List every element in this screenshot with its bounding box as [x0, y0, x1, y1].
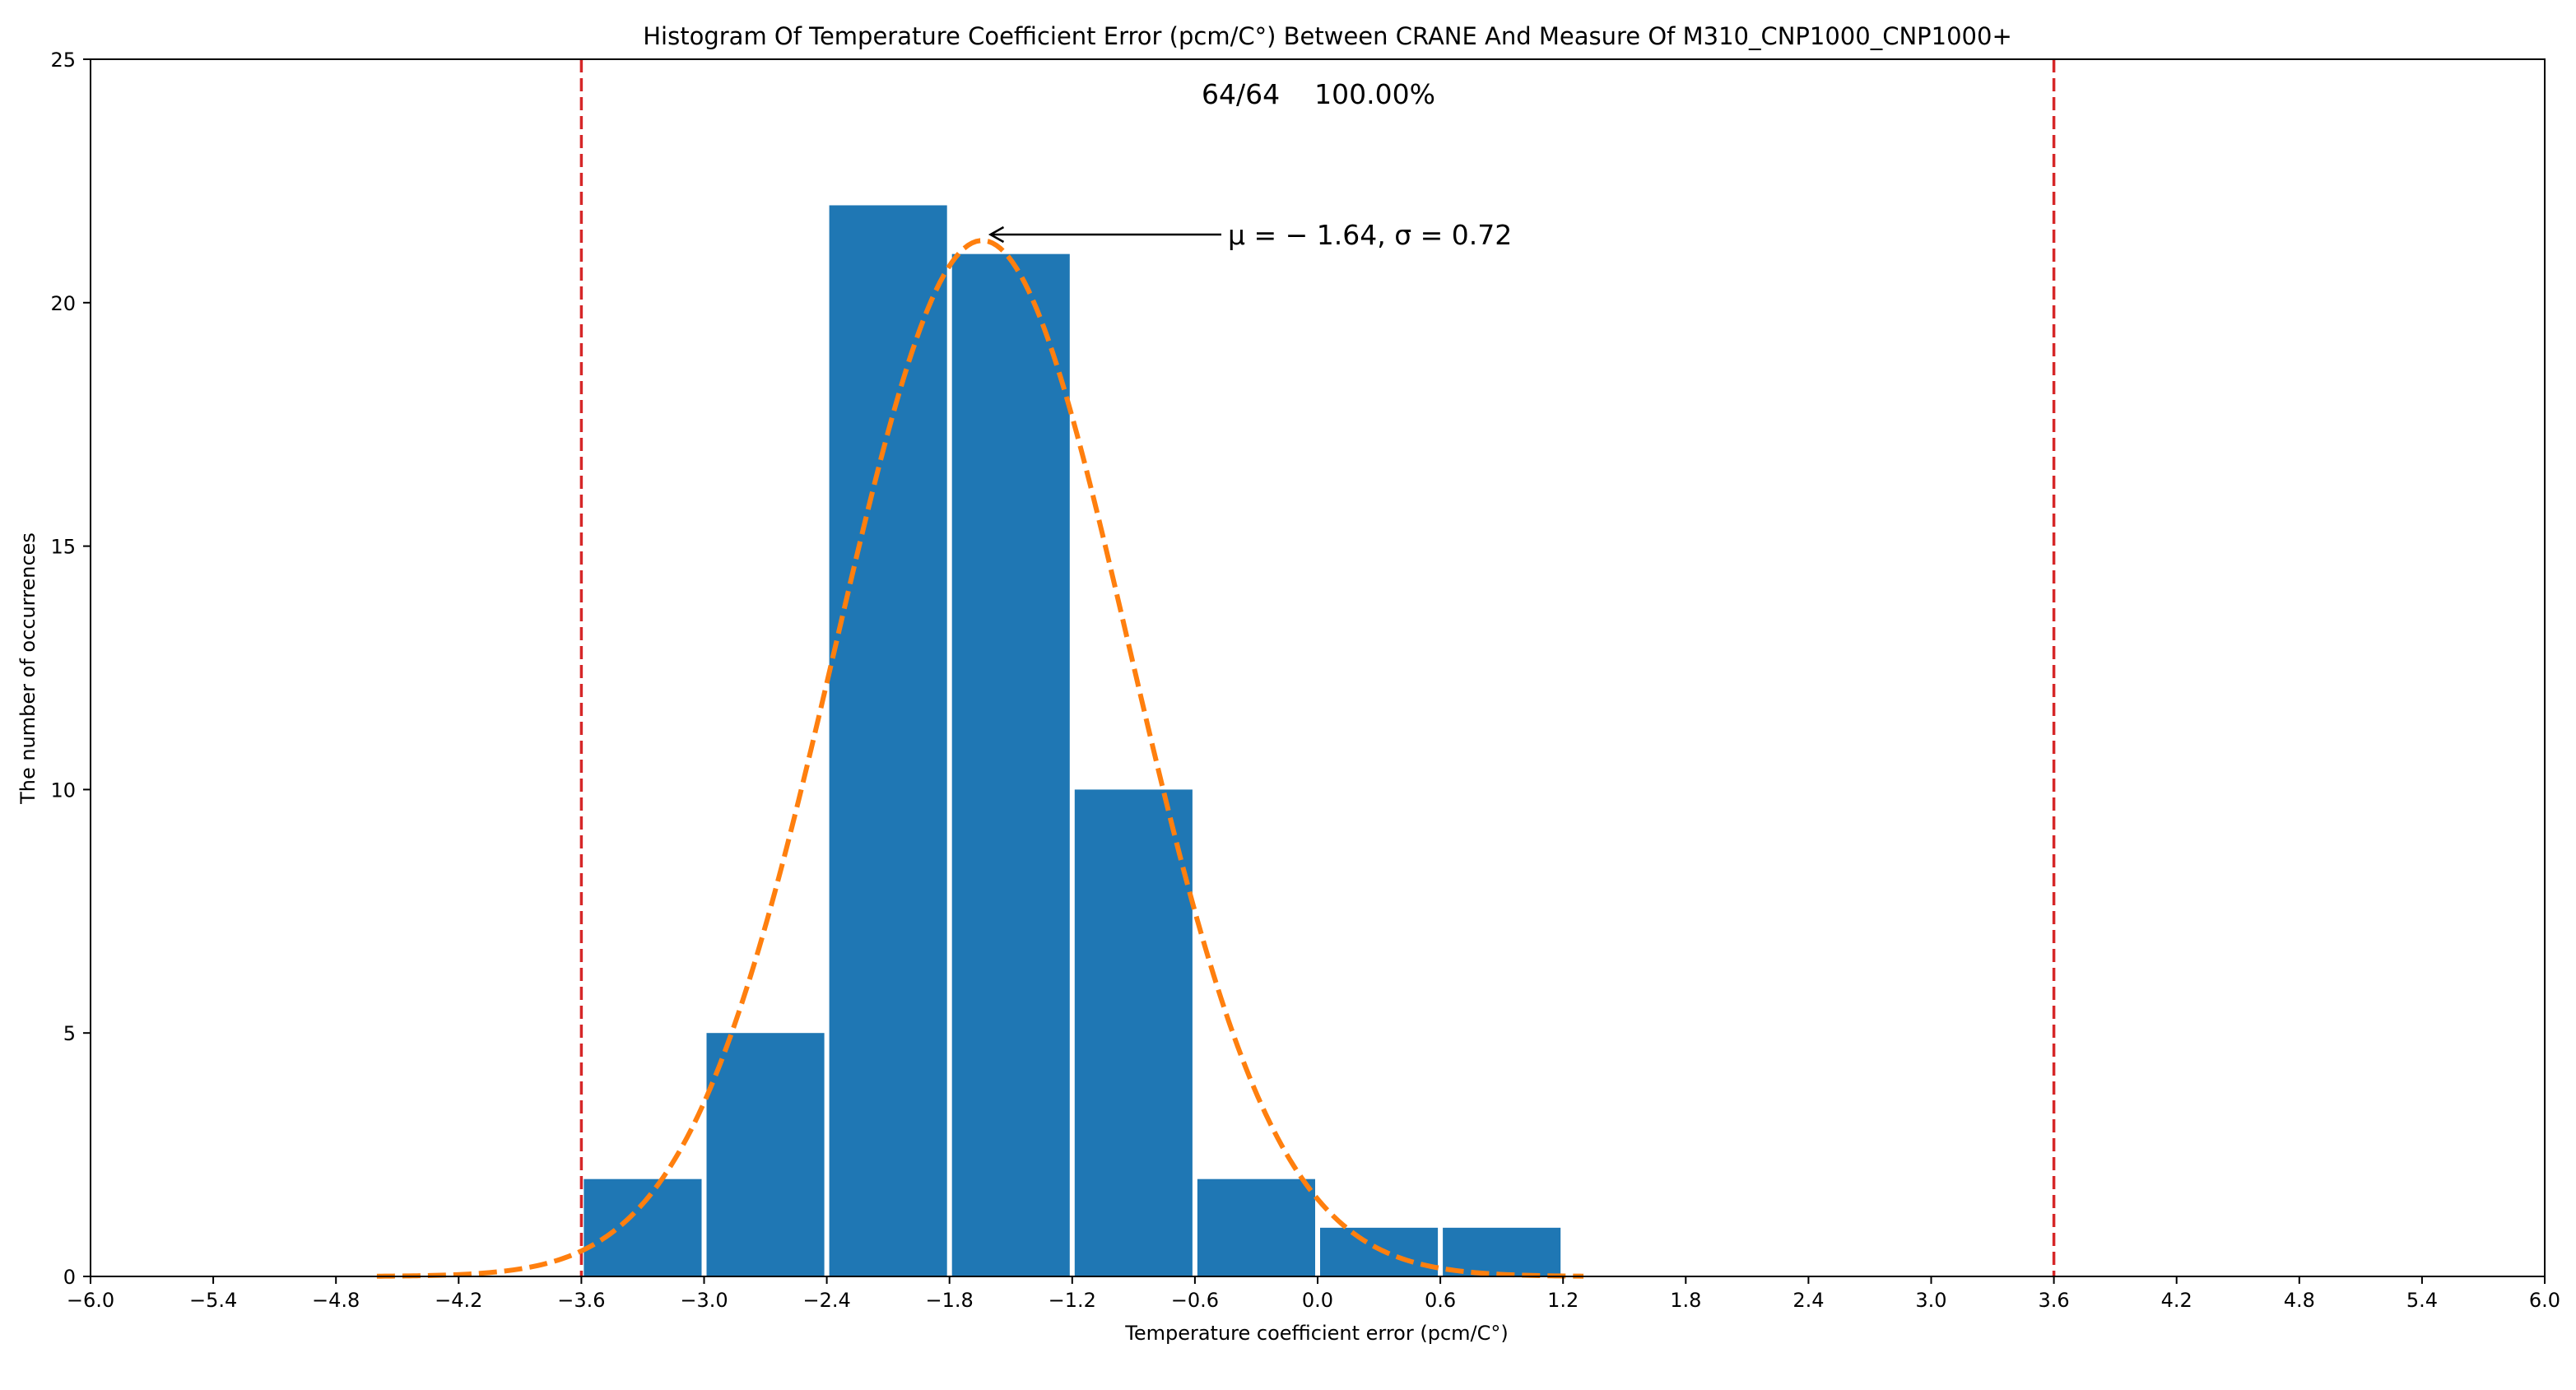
histogram-bar-7 — [1443, 1227, 1561, 1276]
x-tick-label: 3.0 — [1915, 1289, 1946, 1312]
normal-fit-curve — [376, 238, 1584, 1279]
histogram-bar-0 — [584, 1178, 702, 1276]
histogram-bar-5 — [1197, 1178, 1315, 1276]
x-axis-label: Temperature coefficient error (pcm/C°) — [1124, 1322, 1509, 1345]
x-tick-label: −0.6 — [1171, 1289, 1219, 1312]
x-tick-label: 4.8 — [2284, 1289, 2315, 1312]
histogram-bar-2 — [829, 205, 947, 1277]
fit-annotation: μ = − 1.64, σ = 0.72 — [988, 219, 1512, 251]
x-tick-label: 0.0 — [1302, 1289, 1333, 1312]
annotation-arrow-head — [988, 225, 1005, 244]
x-tick-label: 0.6 — [1425, 1289, 1456, 1312]
x-tick-label: −3.6 — [557, 1289, 605, 1312]
limit-lines — [579, 59, 2056, 1276]
histogram-bar-1 — [706, 1033, 825, 1276]
x-tick-label: 3.6 — [2039, 1289, 2070, 1312]
histogram-bar-4 — [1074, 789, 1193, 1276]
histogram-bars — [584, 205, 1561, 1277]
x-tick-label: 4.2 — [2161, 1289, 2192, 1312]
x-tick-label: 2.4 — [1793, 1289, 1824, 1312]
y-tick-label: 0 — [63, 1266, 76, 1289]
x-axis-ticks: −6.0 −5.4 −4.8 −4.2 −3.6 −3.0 −2.4 −1.8 −1.2 −0.6… — [67, 1276, 2560, 1312]
y-tick-label: 25 — [50, 49, 76, 72]
x-tick-label: 1.2 — [1547, 1289, 1579, 1312]
x-tick-label: −1.2 — [1049, 1289, 1096, 1312]
y-axis-label: The number of occurrences — [16, 532, 40, 805]
x-tick-label: 1.8 — [1670, 1289, 1701, 1312]
y-tick-label: 10 — [50, 779, 76, 802]
fit-parameters-text: μ = − 1.64, σ = 0.72 — [1228, 219, 1512, 251]
y-tick-label: 20 — [50, 292, 76, 315]
mu-text: μ = − 1.64, — [1228, 219, 1394, 251]
histogram-bar-6 — [1320, 1227, 1439, 1276]
y-axis-ticks: 0 5 10 15 20 25 — [50, 49, 91, 1289]
y-tick-label: 15 — [50, 536, 76, 559]
x-tick-label: −5.4 — [189, 1289, 237, 1312]
x-tick-label: 6.0 — [2529, 1289, 2560, 1312]
pass-ratio-text: 64/64 100.00% — [1202, 78, 1435, 110]
chart-title: Histogram Of Temperature Coefficient Err… — [643, 22, 2012, 50]
x-tick-label: −3.0 — [680, 1289, 728, 1312]
x-tick-label: −4.8 — [312, 1289, 360, 1312]
x-tick-label: −1.8 — [926, 1289, 974, 1312]
histogram-bar-3 — [951, 253, 1070, 1276]
y-tick-label: 5 — [63, 1022, 76, 1045]
x-tick-label: −4.2 — [435, 1289, 482, 1312]
sigma-text: σ = 0.72 — [1394, 219, 1512, 251]
x-tick-label: −2.4 — [802, 1289, 850, 1312]
x-tick-label: 5.4 — [2406, 1289, 2438, 1312]
x-tick-label: −6.0 — [67, 1289, 114, 1312]
